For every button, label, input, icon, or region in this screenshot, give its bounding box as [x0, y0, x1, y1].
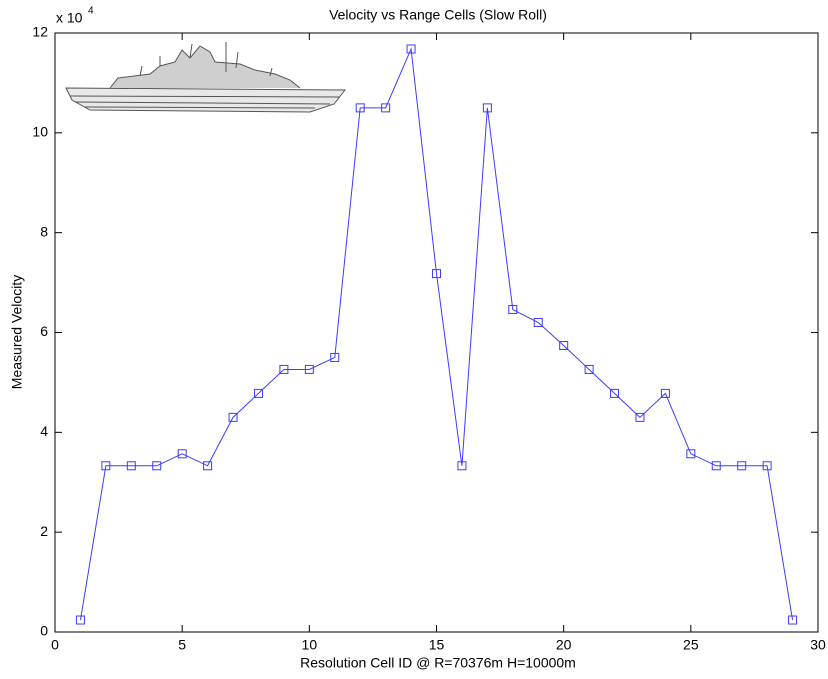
data-point-marker: [686, 449, 696, 459]
data-point-marker: [635, 412, 645, 422]
y-multiplier-exponent: 4: [88, 6, 94, 17]
data-point-marker: [533, 318, 543, 328]
x-tick-label: 20: [556, 637, 572, 653]
data-point-marker: [279, 364, 289, 374]
ship-masts: [139, 42, 273, 77]
data-point-marker: [584, 364, 594, 374]
y-tick-label: 10: [32, 124, 48, 140]
data-point-marker: [788, 615, 798, 625]
y-multiplier: x 10: [56, 10, 83, 26]
data-point-marker: [508, 305, 518, 315]
x-tick-label: 5: [178, 637, 186, 653]
data-point-marker: [457, 461, 467, 471]
y-tick-label: 12: [32, 24, 48, 40]
y-tick-label: 0: [40, 623, 48, 639]
data-point-marker: [75, 615, 85, 625]
ship-hull-lines: [69, 95, 341, 109]
y-tick-label: 8: [40, 223, 48, 239]
data-point-marker: [228, 412, 238, 422]
data-point-marker: [406, 44, 416, 54]
data-point-marker: [432, 269, 441, 279]
y-tick-label: 4: [40, 423, 48, 439]
data-point-marker: [355, 103, 365, 113]
data-point-marker: [762, 461, 772, 471]
x-axis-label: Resolution Cell ID @ R=70376m H=10000m: [300, 655, 576, 671]
data-point-marker: [381, 103, 391, 113]
y-tick-label: 2: [40, 523, 48, 539]
data-point-marker: [660, 388, 670, 398]
ship-hull: [65, 87, 347, 113]
data-point-marker: [177, 449, 187, 459]
data-point-marker: [711, 461, 721, 471]
data-point-marker: [152, 461, 162, 471]
data-point-marker: [610, 388, 620, 398]
ship-illustration: [65, 42, 347, 113]
data-point-marker: [304, 364, 314, 374]
data-point-marker: [737, 461, 747, 471]
data-point-marker: [253, 388, 263, 398]
x-tick-label: 10: [302, 637, 318, 653]
y-axis-label: Measured Velocity: [9, 275, 25, 389]
data-point-marker: [559, 340, 569, 350]
data-point-marker: [330, 352, 340, 362]
data-point-marker: [482, 103, 492, 113]
x-tick-label: 30: [810, 637, 826, 653]
series-line: [79, 47, 794, 621]
ship-superstructure: [109, 45, 301, 89]
data-point-marker: [126, 461, 136, 471]
y-tick-label: 6: [40, 323, 48, 339]
chart-title: Velocity vs Range Cells (Slow Roll): [329, 7, 547, 23]
x-tick-label: 0: [51, 637, 59, 653]
x-tick-label: 15: [429, 637, 445, 653]
data-point-marker: [203, 461, 213, 471]
data-point-marker: [101, 461, 111, 471]
x-tick-label: 25: [683, 637, 699, 653]
